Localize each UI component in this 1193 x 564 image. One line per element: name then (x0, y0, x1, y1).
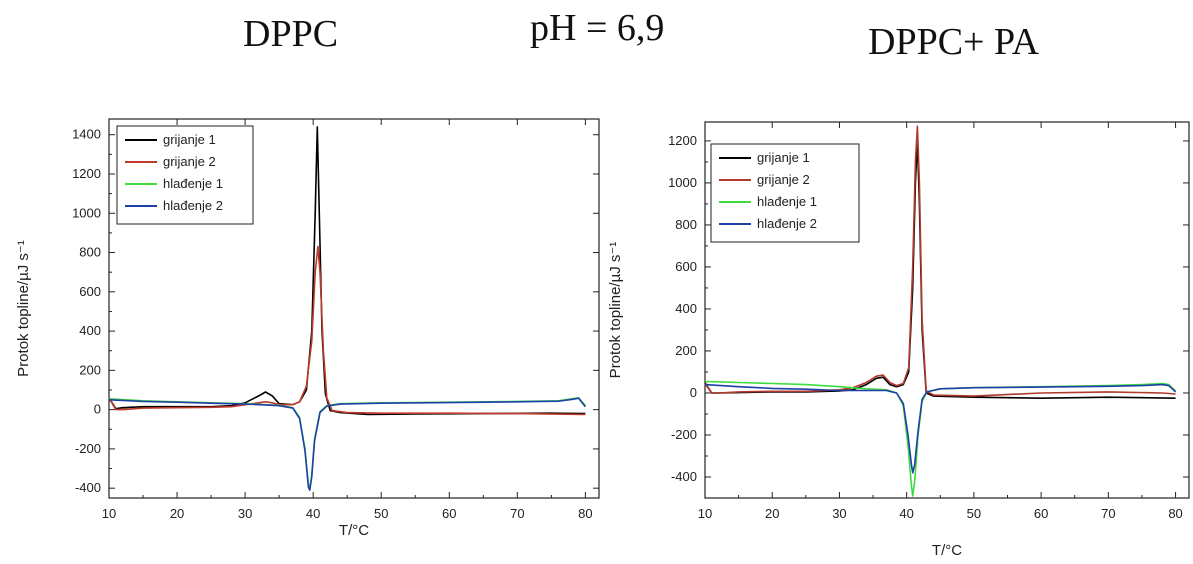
y-tick-label: 200 (675, 343, 697, 358)
x-tick-label: 70 (510, 506, 524, 521)
y-tick-label: 400 (675, 301, 697, 316)
x-tick-label: 10 (102, 506, 116, 521)
x-tick-label: 20 (170, 506, 184, 521)
legend-box (710, 143, 860, 243)
y-tick-label: 1000 (72, 205, 101, 220)
legend-label: hlađenje 1 (163, 176, 223, 191)
y-tick-label: 400 (79, 323, 101, 338)
x-tick-label: 10 (698, 506, 712, 521)
legend-label: grijanje 1 (757, 150, 810, 165)
x-tick-label: 50 (374, 506, 388, 521)
y-tick-label: 800 (79, 245, 101, 260)
x-axis-title: T/°C (339, 522, 369, 539)
x-tick-label: 80 (578, 506, 592, 521)
series-line-2 (704, 125, 1176, 397)
x-tick-label: 30 (238, 506, 252, 521)
x-tick-label: 30 (832, 506, 846, 521)
series-line-3 (704, 380, 1177, 497)
y-tick-label: 200 (79, 362, 101, 377)
legend-label: hlađenje 1 (757, 194, 817, 209)
heading-left: DPPC (243, 13, 339, 55)
legend-label: hlađenje 2 (757, 216, 817, 231)
y-tick-label: 800 (675, 217, 697, 232)
x-tick-label: 40 (899, 506, 913, 521)
x-tick-label: 50 (967, 506, 981, 521)
y-tick-label: 600 (79, 284, 101, 299)
y-tick-label: -400 (75, 480, 101, 495)
heading-right: DPPC+ PA (868, 21, 1040, 63)
series-line-4 (704, 383, 1177, 474)
x-tick-label: 60 (1034, 506, 1048, 521)
y-tick-label: -200 (75, 441, 101, 456)
x-tick-label: 40 (306, 506, 320, 521)
y-tick-label: -400 (671, 469, 697, 484)
x-tick-label: 70 (1101, 506, 1115, 521)
y-tick-label: 1400 (72, 127, 101, 142)
legend-label: grijanje 2 (757, 172, 810, 187)
legend-label: grijanje 1 (163, 132, 216, 147)
y-axis-title: Protok topline/µJ s⁻¹ (607, 242, 624, 379)
y-tick-label: -200 (671, 427, 697, 442)
heading-center: pH = 6,9 (530, 7, 665, 49)
x-tick-label: 20 (765, 506, 779, 521)
series-line-2 (108, 245, 586, 416)
y-tick-label: 1000 (668, 175, 697, 190)
y-tick-label: 1200 (72, 166, 101, 181)
legend-label: grijanje 2 (163, 154, 216, 169)
series-line-4 (108, 397, 587, 491)
chart-1: 10 20 30 40 50 60 70 80 -400 -200 0 200 400 600 800 100… (15, 118, 600, 539)
legend-box (116, 125, 254, 225)
x-axis-title: T/°C (932, 542, 962, 559)
plot-frame (108, 118, 600, 499)
chart-2: 10 20 30 40 50 60 70 80 -400 -200 0 200 400 600 800 100… (607, 121, 1190, 559)
legend-label: hlađenje 2 (163, 198, 223, 213)
x-tick-label: 60 (442, 506, 456, 521)
plot-frame (704, 121, 1190, 499)
y-tick-label: 0 (94, 402, 101, 417)
y-tick-label: 600 (675, 259, 697, 274)
y-tick-label: 1200 (668, 133, 697, 148)
x-tick-label: 80 (1168, 506, 1182, 521)
y-tick-label: 0 (690, 385, 697, 400)
series-line-3 (108, 397, 587, 489)
y-axis-title: Protok topline/µJ s⁻¹ (15, 240, 32, 377)
